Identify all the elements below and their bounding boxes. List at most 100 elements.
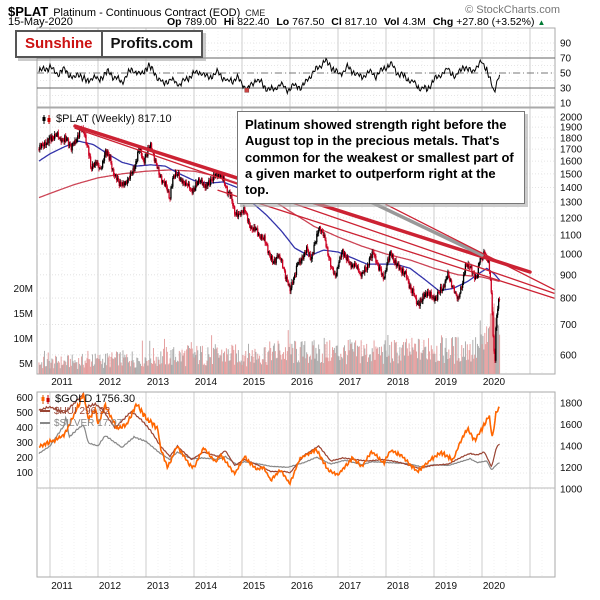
svg-text:70: 70 bbox=[560, 54, 572, 65]
svg-text:2014: 2014 bbox=[195, 581, 218, 592]
silver-legend-text: $SILVER 17.07 bbox=[54, 417, 123, 429]
hui-legend-text: $HUI 296.92 bbox=[54, 405, 111, 417]
open-value: 789.00 bbox=[184, 16, 217, 28]
open-label: Op bbox=[167, 16, 182, 28]
ticker-symbol: $PLAT bbox=[8, 4, 49, 19]
logo-sunshine: Sunshine bbox=[17, 32, 101, 56]
svg-text:1500: 1500 bbox=[560, 169, 583, 180]
svg-text:1000: 1000 bbox=[560, 249, 583, 260]
gold-legend-text: $GOLD 1756.30 bbox=[55, 393, 136, 405]
svg-text:300: 300 bbox=[16, 438, 33, 449]
svg-text:800: 800 bbox=[560, 294, 577, 305]
50-week-ma bbox=[38, 140, 501, 292]
svg-text:2011: 2011 bbox=[51, 581, 73, 592]
svg-text:10: 10 bbox=[560, 99, 572, 110]
svg-text:2012: 2012 bbox=[99, 377, 122, 388]
change-value: +27.80 (+3.52%) bbox=[456, 16, 535, 28]
svg-text:900: 900 bbox=[560, 270, 577, 281]
svg-text:2020: 2020 bbox=[483, 581, 506, 592]
svg-text:1800: 1800 bbox=[560, 133, 583, 144]
svg-text:2016: 2016 bbox=[291, 581, 314, 592]
svg-text:1600: 1600 bbox=[560, 157, 583, 168]
svg-text:30: 30 bbox=[560, 84, 572, 95]
svg-text:1300: 1300 bbox=[560, 198, 583, 209]
svg-text:2015: 2015 bbox=[243, 377, 266, 388]
chart-header: $PLAT Platinum - Continuous Contract (EOD… bbox=[8, 3, 592, 21]
rsi-indicator-panel: 90 70 50 30 10 bbox=[36, 27, 572, 110]
low-value: 767.50 bbox=[292, 16, 325, 28]
up-arrow-icon: ▲ bbox=[537, 18, 546, 27]
rsi-marker bbox=[244, 88, 250, 93]
x-axis-labels: 2011 2012 2013 2014 2015 2016 2017 2018 2019 2020 bbox=[51, 581, 505, 592]
high-value: 822.40 bbox=[237, 16, 270, 28]
svg-text:1200: 1200 bbox=[560, 463, 583, 474]
annotation-box: Platinum showed strength right before th… bbox=[237, 111, 525, 205]
svg-text:1600: 1600 bbox=[560, 420, 583, 431]
svg-text:2018: 2018 bbox=[387, 377, 410, 388]
svg-text:1100: 1100 bbox=[560, 231, 582, 242]
gold-panel-legend: $GOLD 1756.30 $HUI 296.92 $SILVER 17.07 bbox=[40, 393, 135, 429]
svg-text:90: 90 bbox=[560, 39, 572, 50]
svg-text:15M: 15M bbox=[14, 309, 33, 320]
svg-text:100: 100 bbox=[16, 468, 33, 479]
svg-text:2015: 2015 bbox=[243, 581, 266, 592]
hui-line-swatch bbox=[40, 410, 50, 412]
svg-text:2017: 2017 bbox=[339, 581, 362, 592]
volume-label: Vol bbox=[383, 16, 400, 28]
svg-text:600: 600 bbox=[16, 393, 33, 404]
sunshine-profits-logo: Sunshine Profits.com bbox=[15, 30, 204, 58]
svg-text:2011: 2011 bbox=[51, 377, 73, 388]
svg-text:10M: 10M bbox=[14, 334, 33, 345]
change-label: Chg bbox=[432, 16, 454, 28]
svg-text:2014: 2014 bbox=[195, 377, 218, 388]
svg-text:500: 500 bbox=[16, 408, 33, 419]
svg-text:2019: 2019 bbox=[435, 377, 458, 388]
svg-text:2020: 2020 bbox=[483, 377, 506, 388]
svg-text:2013: 2013 bbox=[147, 581, 170, 592]
logo-profits: Profits.com bbox=[100, 32, 202, 56]
svg-text:2000: 2000 bbox=[560, 113, 583, 124]
legend-row-hui: $HUI 296.92 bbox=[40, 405, 135, 417]
quote-date: 15-May-2020 bbox=[8, 16, 73, 28]
instrument-name: Platinum - Continuous Contract (EOD) bbox=[53, 7, 241, 19]
quote-row: 15-May-2020 Op 789.00 Hi 822.40 Lo 767.50 Cl 817… bbox=[8, 16, 592, 28]
volume-value: 4.3M bbox=[402, 16, 426, 28]
plat-legend-text: $PLAT (Weekly) 817.10 bbox=[56, 113, 172, 125]
svg-text:1700: 1700 bbox=[560, 145, 583, 156]
svg-text:200: 200 bbox=[16, 453, 33, 464]
high-label: Hi bbox=[223, 16, 235, 28]
svg-text:5M: 5M bbox=[19, 359, 33, 370]
legend-row-gold: $GOLD 1756.30 bbox=[40, 393, 135, 405]
low-label: Lo bbox=[276, 16, 290, 28]
svg-text:2013: 2013 bbox=[147, 377, 170, 388]
close-label: Cl bbox=[331, 16, 342, 28]
svg-text:2012: 2012 bbox=[99, 581, 122, 592]
svg-text:400: 400 bbox=[16, 423, 33, 434]
x-axis-labels: 2011 2012 2013 2014 2015 2016 2017 2018 2019 2020 bbox=[51, 377, 505, 388]
svg-text:2016: 2016 bbox=[291, 377, 314, 388]
svg-text:1400: 1400 bbox=[560, 183, 583, 194]
chart-style-icon bbox=[42, 114, 51, 124]
candles bbox=[38, 125, 501, 363]
gold-line bbox=[38, 393, 500, 486]
silver-line-swatch bbox=[40, 422, 50, 424]
volume-axis: 20M 15M 10M 5M bbox=[14, 284, 33, 370]
plat-panel-legend: $PLAT (Weekly) 817.10 bbox=[41, 113, 172, 125]
svg-text:2019: 2019 bbox=[435, 581, 458, 592]
rsi-line bbox=[38, 57, 501, 96]
svg-text:1400: 1400 bbox=[560, 442, 583, 453]
svg-text:700: 700 bbox=[560, 320, 577, 331]
svg-text:1800: 1800 bbox=[560, 399, 583, 410]
svg-text:50: 50 bbox=[560, 69, 572, 80]
close-value: 817.10 bbox=[344, 16, 377, 28]
grid bbox=[36, 27, 556, 108]
legend-row-silver: $SILVER 17.07 bbox=[40, 417, 135, 429]
svg-text:1200: 1200 bbox=[560, 213, 583, 224]
svg-text:2017: 2017 bbox=[339, 377, 362, 388]
svg-text:1000: 1000 bbox=[560, 485, 583, 496]
exchange-label: CME bbox=[245, 8, 266, 18]
gold-hui-silver-panel: 600 500 400 300 200 100 1800 1600 1400 1200 1000 bbox=[16, 391, 583, 578]
stockcharts-brand: © StockCharts.com bbox=[465, 4, 560, 16]
